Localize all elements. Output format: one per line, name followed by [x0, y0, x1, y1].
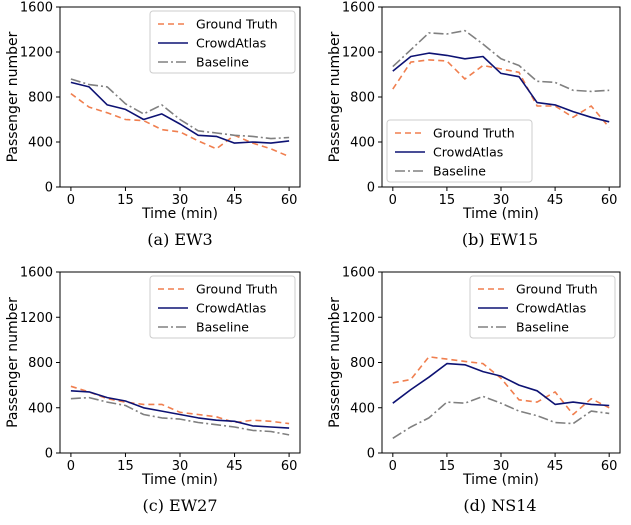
- x-tick-label: 0: [389, 193, 397, 208]
- y-tick-label: 800: [28, 91, 53, 106]
- legend-label: Baseline: [196, 320, 249, 335]
- legend: Ground Truth CrowdAtlas Baseline: [469, 275, 616, 339]
- y-axis-label: Passenger number: [5, 31, 21, 162]
- series-line-crowdatlas: [392, 362, 610, 407]
- x-tick-label: 45: [226, 459, 243, 474]
- chart-panel-0: 0 15 30 45 60 0 400 800 1200 1600 Time (min) Passen…: [5, 1, 301, 249]
- y-tick-label: 1200: [342, 311, 375, 326]
- series-line-crowdatlas: [392, 52, 610, 123]
- legend-box: [149, 10, 296, 74]
- legend-label: CrowdAtlas: [196, 301, 266, 316]
- legend-box: [149, 275, 296, 339]
- series-line-crowdatlas: [70, 81, 290, 144]
- y-axis-label: Passenger number: [5, 297, 21, 428]
- legend-label: Ground Truth: [196, 282, 278, 297]
- x-tick-label: 60: [281, 193, 298, 208]
- x-axis-label: Time (min): [462, 472, 539, 488]
- y-axis-label: Passenger number: [327, 31, 343, 162]
- x-tick-label: 30: [172, 193, 189, 208]
- x-axis-label: Time (min): [141, 206, 218, 222]
- x-tick-label: 45: [547, 459, 564, 474]
- x-axis-label: Time (min): [462, 206, 539, 222]
- chart-panel-3: 0 15 30 45 60 0 400 800 1200 1600 Time (min) Passen…: [327, 266, 621, 515]
- x-tick-label: 30: [172, 459, 189, 474]
- x-tick-label: 15: [117, 193, 134, 208]
- legend-label: Baseline: [516, 320, 569, 335]
- series-line-ground-truth: [392, 59, 610, 128]
- x-tick-label: 15: [439, 193, 456, 208]
- series-line-ground-truth: [70, 385, 290, 425]
- x-tick-label: 60: [601, 193, 618, 208]
- series-line-baseline: [392, 29, 610, 93]
- legend-label: CrowdAtlas: [516, 301, 586, 316]
- legend-label: CrowdAtlas: [196, 36, 266, 51]
- legend: Ground Truth CrowdAtlas Baseline: [386, 119, 533, 183]
- x-tick-label: 15: [117, 459, 134, 474]
- x-tick-label: 30: [493, 193, 510, 208]
- legend-label: Baseline: [196, 55, 249, 70]
- y-axis-label: Passenger number: [327, 297, 343, 428]
- series-line-ground-truth: [70, 92, 290, 158]
- legend: Ground Truth CrowdAtlas Baseline: [149, 10, 296, 74]
- chart-panel-2: 0 15 30 45 60 0 400 800 1200 1600 Time (min) Passen…: [5, 266, 301, 515]
- legend-label: CrowdAtlas: [433, 145, 503, 160]
- legend-label: Ground Truth: [196, 17, 278, 32]
- legend-box: [386, 119, 533, 183]
- series-line-ground-truth: [392, 355, 610, 416]
- y-tick-label: 400: [28, 136, 53, 151]
- x-tick-label: 0: [67, 193, 75, 208]
- legend-label: Ground Truth: [516, 282, 598, 297]
- x-tick-label: 45: [547, 193, 564, 208]
- legend-label: Baseline: [433, 164, 486, 179]
- y-tick-label: 1600: [20, 266, 53, 281]
- y-tick-label: 0: [367, 181, 375, 196]
- y-tick-label: 1600: [342, 266, 375, 281]
- y-tick-label: 0: [45, 181, 53, 196]
- y-tick-label: 1600: [20, 1, 53, 16]
- series-line-crowdatlas: [70, 390, 290, 429]
- subfigure-caption: (d) NS14: [463, 496, 536, 515]
- x-axis-label: Time (min): [141, 472, 218, 488]
- y-tick-label: 400: [28, 401, 53, 416]
- y-tick-label: 800: [350, 91, 375, 106]
- x-tick-label: 30: [493, 459, 510, 474]
- series-line-baseline: [392, 395, 610, 439]
- chart-panel-1: 0 15 30 45 60 0 400 800 1200 1600 Time (min) Passen…: [327, 1, 621, 249]
- y-tick-label: 0: [45, 447, 53, 462]
- x-tick-label: 60: [281, 459, 298, 474]
- y-tick-label: 1200: [342, 46, 375, 61]
- series-line-baseline: [70, 396, 290, 436]
- y-tick-label: 800: [28, 356, 53, 371]
- x-tick-label: 15: [439, 459, 456, 474]
- x-tick-label: 0: [389, 459, 397, 474]
- series-line-baseline: [70, 78, 290, 140]
- subfigure-caption: (b) EW15: [462, 230, 538, 249]
- legend-label: Ground Truth: [433, 126, 515, 141]
- y-tick-label: 800: [350, 356, 375, 371]
- subfigure-caption: (c) EW27: [142, 496, 217, 515]
- y-tick-label: 1600: [342, 1, 375, 16]
- y-tick-label: 1200: [20, 46, 53, 61]
- legend: Ground Truth CrowdAtlas Baseline: [149, 275, 296, 339]
- y-tick-label: 0: [367, 447, 375, 462]
- y-tick-label: 1200: [20, 311, 53, 326]
- y-tick-label: 400: [350, 401, 375, 416]
- y-tick-label: 400: [350, 136, 375, 151]
- x-tick-label: 60: [601, 459, 618, 474]
- x-tick-label: 45: [226, 193, 243, 208]
- subfigure-caption: (a) EW3: [147, 230, 212, 249]
- legend-box: [469, 275, 616, 339]
- x-tick-label: 0: [67, 459, 75, 474]
